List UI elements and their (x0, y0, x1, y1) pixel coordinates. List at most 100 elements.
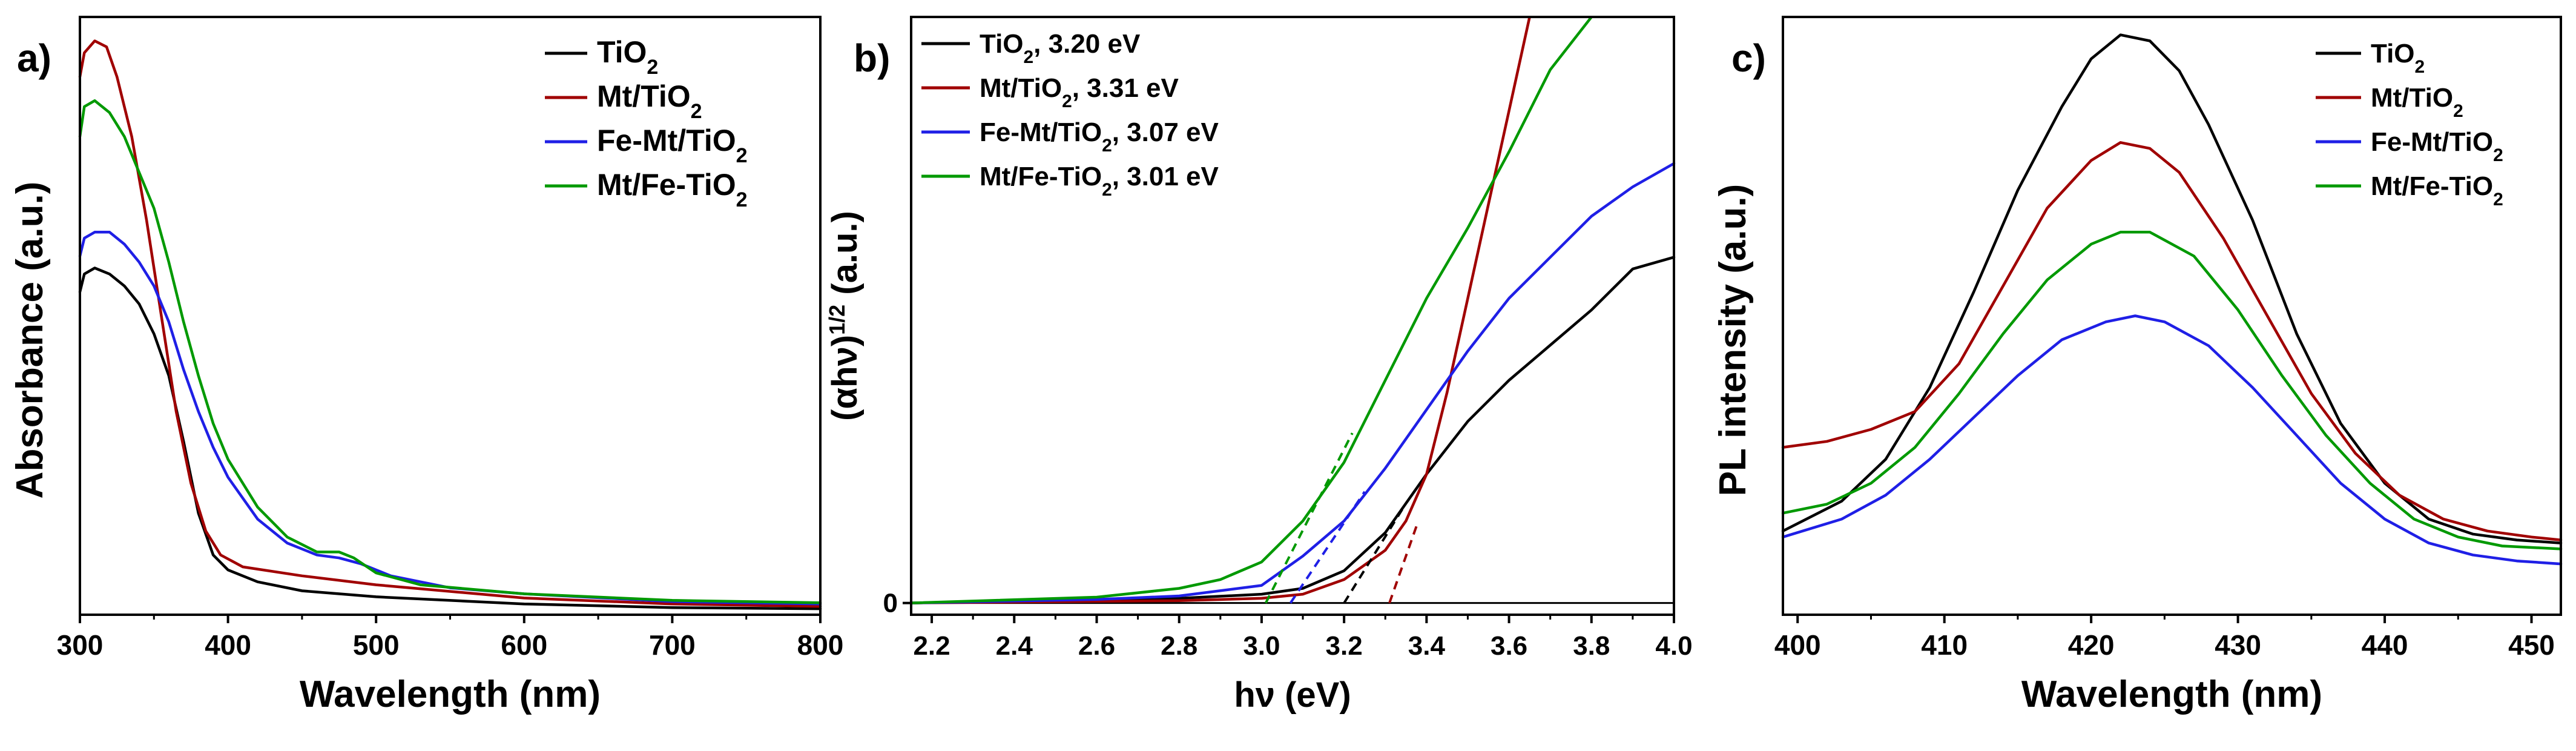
x-axis-title: Wavelength (nm) (2021, 673, 2322, 715)
legend-label-sub: 2 (736, 144, 748, 167)
legend-item-label: Fe-Mt/TiO2 (2371, 127, 2503, 165)
x-tick-label: 3.2 (1326, 631, 1363, 661)
legend-label-base: TiO (980, 29, 1024, 59)
x-tick-label: 450 (2508, 629, 2555, 661)
series-line-fe-mt-tio2 (78, 231, 822, 606)
legend-label-sub: 2 (1062, 91, 1072, 111)
series-line-mt-fe-tio2 (78, 99, 822, 604)
tangent-line-3 (1289, 491, 1366, 604)
legend-item-label: Mt/Fe-TiO2 (597, 168, 748, 211)
legend-label-sub: 2 (2415, 57, 2425, 77)
tangent-line-4 (1264, 432, 1354, 604)
panel-label: c) (1731, 36, 1766, 80)
tangent-line-2 (1388, 520, 1420, 604)
x-tick-label: 800 (797, 629, 844, 661)
top-mask (1783, 0, 2561, 17)
x-tick-label: 400 (205, 629, 251, 661)
legend-label-base: Mt/TiO (2371, 83, 2453, 113)
series-line-mt-tio2 (78, 39, 822, 608)
x-tick-label: 410 (1921, 629, 1968, 661)
x-tick-label: 2.2 (913, 631, 950, 661)
series-line-mt-fe-tio2 (1781, 231, 2563, 551)
x-tick-label: 600 (501, 629, 547, 661)
legend-label-sub: 2 (736, 188, 748, 211)
legend-label-suffix: , 3.31 eV (1072, 73, 1179, 103)
legend-item-label: Mt/TiO2 (597, 79, 702, 123)
y-axis-title-sup: 1/2 (825, 305, 849, 335)
legend-label-base: Fe-Mt/TiO (597, 124, 736, 157)
legend-label-suffix: , 3.01 eV (1112, 162, 1219, 191)
legend-label-base: Mt/TiO (597, 79, 691, 113)
legend-item-label: Mt/TiO2, 3.31 eV (980, 73, 1179, 111)
plot-frame (910, 16, 1675, 616)
x-tick-label: 400 (1774, 629, 1821, 661)
y-tick-label: 0 (883, 589, 898, 618)
series-line-mt-tio2 (1781, 141, 2563, 541)
legend-label-base: TiO (2371, 39, 2415, 68)
top-mask (911, 0, 1674, 17)
x-tick-label: 3.0 (1243, 631, 1280, 661)
series-line-tio2 (1781, 33, 2563, 544)
y-axis-title: (αhν)1/2 (a.u.) (825, 211, 865, 421)
series-line-fe-mt-tio2 (909, 162, 1676, 604)
series-line-mt-tio2 (909, 15, 1531, 604)
legend-label-base: Mt/Fe-TiO (980, 162, 1102, 191)
y-axis-title: PL intensity (a.u.) (1712, 184, 1754, 497)
legend-label-base: Mt/Fe-TiO (597, 168, 736, 202)
plot-frame (79, 16, 822, 616)
panel-label: a) (17, 36, 51, 80)
x-tick-label: 2.8 (1161, 631, 1197, 661)
legend-item-label: Mt/Fe-TiO2, 3.01 eV (980, 162, 1219, 200)
legend-label-sub: 2 (2453, 101, 2463, 121)
panel-label: b) (854, 36, 890, 80)
legend-label-sub: 2 (691, 100, 702, 123)
x-tick-label: 4.0 (1655, 631, 1692, 661)
legend-item-label: TiO2, 3.20 eV (980, 29, 1141, 67)
chart-panel-2: b) 2.2 2.4 2.6 2.8 3.0 3.2 3.4 3.6 3.8 4.0 0 hν (eV)… (825, 0, 1693, 715)
legend-label-suffix: , 3.07 eV (1112, 117, 1219, 147)
series-line-tio2 (78, 266, 822, 610)
chart-panel-1: a) 300 400 500 600 700 800 Wavelength (nm) Absor… (9, 0, 843, 715)
x-tick-label: 3.8 (1573, 631, 1610, 661)
x-tick-label: 300 (57, 629, 104, 661)
y-axis-title-suffix: (a.u.) (825, 211, 865, 305)
top-mask (80, 0, 820, 17)
legend-label-base: Mt/Fe-TiO (2371, 171, 2493, 201)
legend-label-base: TiO (597, 35, 647, 69)
legend-label-sub: 2 (2493, 190, 2503, 210)
legend-label-base: Fe-Mt/TiO (980, 117, 1102, 147)
legend-item-label: Fe-Mt/TiO2 (597, 124, 748, 167)
x-tick-label: 2.6 (1078, 631, 1115, 661)
legend-item-label: Fe-Mt/TiO2, 3.07 eV (980, 117, 1219, 156)
legend-item-label: Mt/TiO2 (2371, 83, 2463, 121)
series-line-mt-fe-tio2 (909, 15, 1593, 604)
legend-label-sub: 2 (1102, 136, 1112, 156)
legend-label-sub: 2 (647, 56, 658, 79)
plot-frame (1782, 16, 2562, 616)
y-axis-title-base: (αhν) (825, 335, 865, 421)
x-tick-label: 420 (2068, 629, 2115, 661)
series-line-fe-mt-tio2 (1781, 314, 2563, 566)
chart-panel-3: c) 400 410 420 430 440 450 Wavelength (nm) PL in… (1712, 0, 2563, 715)
legend-label-sub: 2 (1102, 180, 1112, 200)
legend-item-label: Mt/Fe-TiO2 (2371, 171, 2503, 210)
legend-label-suffix: , 3.20 eV (1033, 29, 1141, 59)
legend-label-sub: 2 (1024, 47, 1034, 67)
legend-item-label: TiO2 (597, 35, 658, 79)
x-tick-label: 3.4 (1408, 631, 1446, 661)
x-tick-label: 430 (2215, 629, 2261, 661)
x-axis-title: Wavelength (nm) (300, 673, 601, 715)
legend-item-label: TiO2 (2371, 39, 2425, 77)
x-tick-label: 3.6 (1491, 631, 1527, 661)
x-tick-label: 440 (2362, 629, 2408, 661)
x-tick-label: 500 (353, 629, 400, 661)
x-tick-label: 700 (649, 629, 696, 661)
legend-label-sub: 2 (2493, 145, 2503, 165)
legend-label-base: Mt/TiO (980, 73, 1062, 103)
x-tick-label: 2.4 (996, 631, 1033, 661)
tangent-line-1 (1343, 503, 1407, 604)
